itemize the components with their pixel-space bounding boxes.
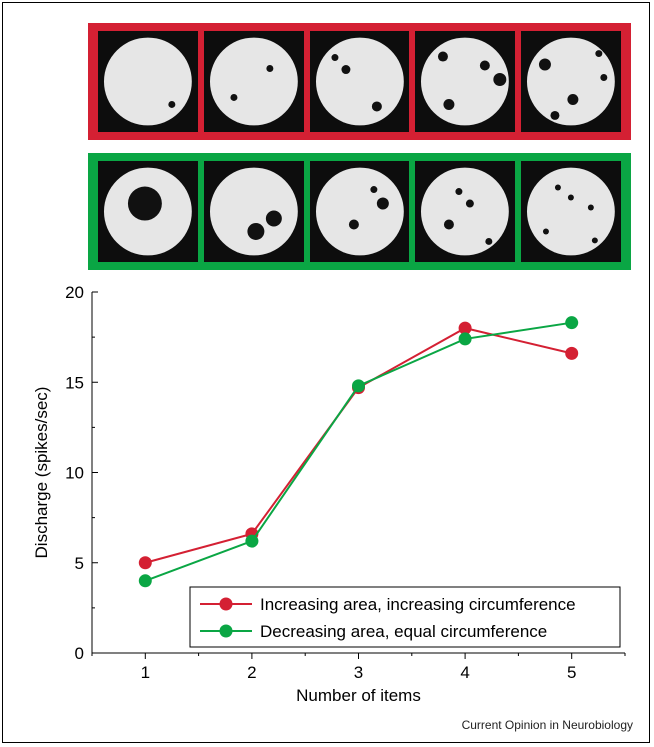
stimulus-disc (527, 167, 615, 256)
data-point (458, 332, 472, 346)
y-tick-label: 0 (75, 644, 84, 663)
stimulus-dot (265, 210, 282, 227)
stimulus-dot (371, 101, 382, 112)
credit-line: Current Opinion in Neurobiology (461, 718, 633, 732)
stimulus-dot (555, 184, 562, 191)
legend-marker (219, 624, 233, 638)
stimulus-panel (203, 161, 304, 262)
stimulus-dot (266, 65, 274, 73)
stimulus-panel (521, 31, 621, 132)
data-point (245, 534, 259, 548)
stimulus-dot (480, 60, 491, 71)
stimulus-panel (98, 161, 198, 262)
stimulus-disc (209, 37, 298, 126)
stimulus-svg (103, 37, 192, 126)
stimulus-dot (376, 197, 389, 210)
stimulus-dot (438, 51, 449, 62)
stimulus-svg (103, 167, 192, 256)
stimulus-svg (209, 37, 298, 126)
data-point (352, 379, 365, 393)
stimulus-disc (421, 167, 510, 256)
data-point (458, 321, 472, 335)
stimulus-svg (527, 37, 615, 126)
series-line (144, 321, 572, 582)
stimulus-disc (315, 37, 404, 126)
stimulus-panel (309, 161, 410, 262)
stimulus-dot (331, 54, 339, 62)
stimulus-dot (455, 188, 463, 196)
stimulus-dot (588, 204, 595, 211)
stimulus-panel (98, 31, 198, 132)
y-axis-label: Discharge (spikes/sec) (32, 387, 51, 559)
stimulus-dot (568, 194, 575, 201)
data-point (138, 574, 152, 588)
stimulus-dot (539, 58, 552, 71)
stimulus-dot (444, 219, 455, 230)
stimulus-panel (415, 161, 516, 262)
data-point (138, 556, 152, 570)
legend-box (189, 586, 621, 648)
x-tick-label: 3 (354, 663, 363, 682)
stimulus-strip-decreasing-area (88, 153, 631, 270)
stimulus-dot (543, 228, 550, 235)
stimulus-disc (209, 167, 298, 256)
stimulus-dot (127, 186, 162, 221)
x-tick-label: 5 (567, 663, 576, 682)
stimulus-dot (247, 222, 265, 240)
stimulus-svg (421, 167, 510, 256)
stimulus-panel (521, 161, 621, 262)
stimulus-dot (348, 219, 359, 230)
stimulus-panel (415, 31, 516, 132)
stimulus-dot (230, 93, 238, 101)
series-line (145, 327, 572, 564)
stimulus-dot (369, 186, 377, 194)
stimulus-dot (485, 237, 493, 245)
legend-marker (219, 597, 233, 611)
legend-label: Increasing area, increasing circumferenc… (260, 595, 576, 614)
stimulus-dot (592, 237, 599, 244)
x-tick-label: 4 (460, 663, 469, 682)
stimulus-disc (315, 167, 404, 256)
stimulus-dot (493, 73, 507, 86)
stimulus-panel (203, 31, 304, 132)
y-tick-label: 5 (75, 554, 84, 573)
stimulus-disc (527, 37, 615, 126)
stimulus-dot (443, 98, 455, 110)
stimulus-dot (168, 100, 176, 108)
stimulus-dot (466, 199, 475, 208)
stimulus-dot (595, 50, 603, 58)
y-tick-label: 15 (65, 373, 84, 392)
stimulus-svg (315, 167, 404, 256)
y-tick-label: 10 (65, 464, 84, 483)
y-tick-label: 20 (65, 283, 84, 302)
stimulus-dot (600, 74, 608, 82)
stimulus-strip-increasing-area (88, 23, 631, 140)
x-tick-label: 2 (247, 663, 256, 682)
stimulus-dot (341, 65, 351, 75)
legend-label: Decreasing area, equal circumference (260, 622, 547, 641)
x-tick-label: 1 (141, 663, 150, 682)
x-axis-label: Number of items (296, 686, 421, 705)
stimulus-svg (209, 167, 298, 256)
stimulus-dot (567, 93, 579, 105)
data-point (565, 316, 579, 330)
stimulus-svg (527, 167, 615, 256)
data-point (565, 346, 579, 360)
stimulus-svg (315, 37, 404, 126)
line-chart: 0 5 10 15 20 1 2 3 4 5 Number of items Discharge (s… (32, 283, 626, 705)
stimulus-dot (550, 110, 560, 120)
stimulus-panel (309, 31, 410, 132)
stimulus-svg (421, 37, 510, 126)
